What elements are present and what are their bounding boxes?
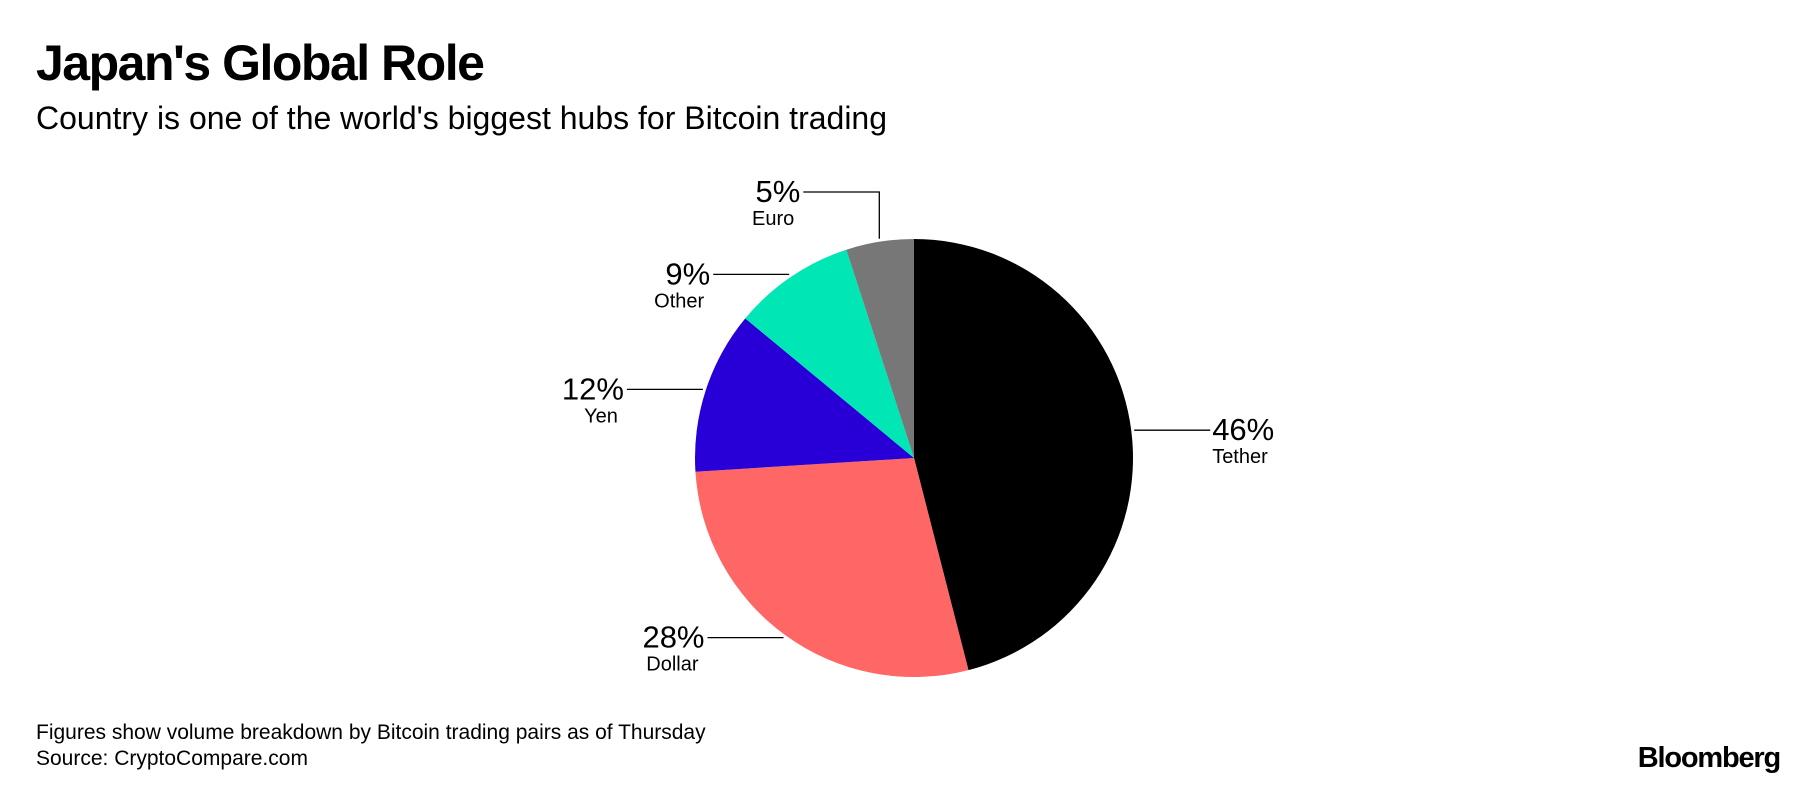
footnote: Figures show volume breakdown by Bitcoin… — [36, 720, 706, 772]
bloomberg-logo: Bloomberg — [1637, 742, 1781, 774]
pie-slice-euro — [846, 239, 914, 458]
pct-label-tether: 46% — [1212, 412, 1274, 447]
chart-title: Japan's Global Role — [36, 35, 485, 91]
pie-label-tether: 46%Tether — [1134, 412, 1274, 468]
pct-label-other: 9% — [665, 256, 710, 291]
pie-label-other: 9%Other — [654, 256, 790, 312]
name-label-yen: Yen — [584, 405, 618, 427]
name-label-tether: Tether — [1212, 446, 1268, 468]
pie-label-dollar: 28%Dollar — [642, 620, 784, 676]
name-label-dollar: Dollar — [646, 654, 699, 676]
name-label-other: Other — [654, 290, 704, 312]
pie-slice-other — [745, 249, 914, 458]
pie-label-yen: 12%Yen — [562, 371, 703, 427]
footnote-note: Figures show volume breakdown by Bitcoin… — [36, 721, 706, 744]
pie-slice-dollar — [695, 458, 969, 677]
pie-slice-yen — [694, 318, 914, 472]
leader-line-euro — [803, 191, 880, 239]
pie-slice-tether — [914, 239, 1133, 671]
pie-label-euro: 5%Euro — [752, 174, 880, 239]
pct-label-euro: 5% — [755, 174, 800, 209]
pct-label-dollar: 28% — [642, 620, 704, 655]
chart-subtitle: Country is one of the world's biggest hu… — [36, 100, 888, 136]
pct-label-yen: 12% — [562, 371, 624, 406]
name-label-euro: Euro — [752, 208, 794, 230]
footnote-source: Source: CryptoCompare.com — [36, 747, 308, 770]
